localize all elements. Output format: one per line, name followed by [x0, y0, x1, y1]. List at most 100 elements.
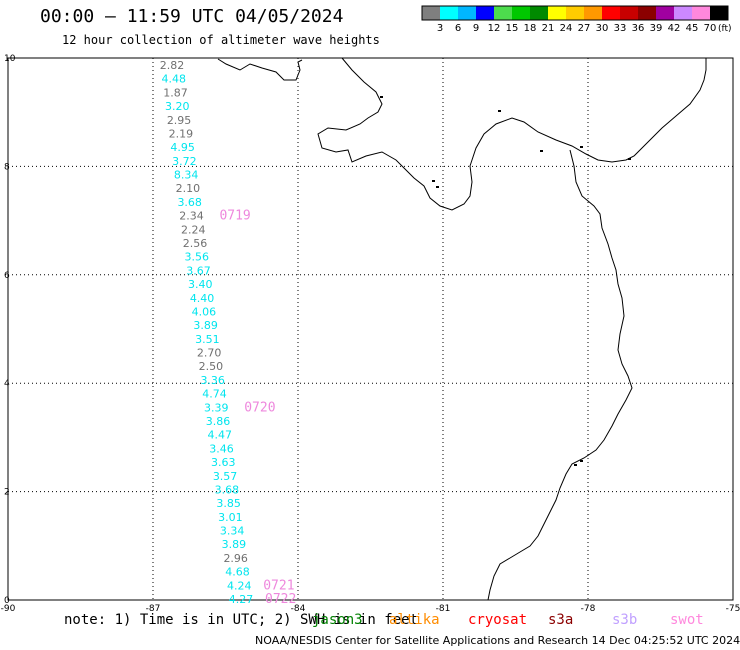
altimeter-map: -90 -87 -84 -81 -78 -75 0 2 4 6 8 10 2.824.481.873.2… — [1, 54, 740, 612]
wave-height-colorbar: 3 6 9 12 15 18 21 24 27 30 33 36 39 42 45 70 (ft) — [421, 5, 732, 34]
colorbar-swatch — [638, 6, 656, 20]
island-speck — [432, 180, 435, 182]
wave-height-label: 3.67 — [186, 264, 211, 277]
time-label: 0721 — [263, 578, 294, 593]
colorbar-swatch — [620, 6, 638, 20]
colorbar-tick-label: 27 — [578, 23, 591, 34]
legend-altika: altika — [389, 612, 440, 628]
longitude-tick-label: -78 — [581, 604, 596, 612]
colorbar-swatch — [656, 6, 674, 20]
wave-height-label: 3.51 — [195, 333, 220, 346]
colorbar-tick-label: 9 — [473, 23, 479, 34]
colorbar-tick-label: 3 — [437, 23, 443, 34]
colorbar-tick-label: 6 — [455, 23, 461, 34]
colorbar-tick-label: 39 — [650, 23, 663, 34]
colorbar-frame — [421, 5, 729, 21]
colorbar-swatch — [530, 6, 548, 20]
island-speck — [574, 464, 577, 466]
wave-height-label: 2.96 — [223, 552, 248, 565]
wave-height-label: 3.63 — [211, 456, 236, 469]
colorbar-swatch — [422, 6, 440, 20]
wave-height-label: 2.24 — [181, 223, 206, 236]
wave-height-label: 3.34 — [220, 525, 245, 538]
island-speck — [436, 186, 439, 188]
colorbar-swatch — [476, 6, 494, 20]
wave-height-label: 2.19 — [169, 127, 194, 140]
footer-note: note: 1) Time is in UTC; 2) SWH is in fe… — [64, 612, 419, 628]
wave-height-label: 3.68 — [215, 483, 240, 496]
wave-height-label: 2.50 — [199, 360, 224, 373]
coastline — [317, 57, 707, 211]
wave-height-label: 2.82 — [160, 59, 185, 72]
longitude-tick-label: -90 — [1, 604, 16, 612]
wave-height-label: 4.06 — [192, 305, 217, 318]
longitude-tick-label: -75 — [726, 604, 740, 612]
credit-line: NOAA/NESDIS Center for Satellite Applica… — [255, 634, 740, 647]
colorbar-swatch — [440, 6, 458, 20]
wave-height-label: 2.56 — [183, 237, 208, 250]
time-label: 0719 — [219, 209, 250, 224]
colorbar-unit: (ft) — [718, 24, 732, 34]
map-subtitle: 12 hour collection of altimeter wave hei… — [62, 33, 380, 47]
colorbar-swatch — [548, 6, 566, 20]
colorbar-swatch — [512, 6, 530, 20]
wave-height-label: 2.95 — [167, 114, 192, 127]
legend-cryosat: cryosat — [468, 612, 528, 628]
legend-s3a: s3a — [548, 612, 574, 628]
wave-height-label: 3.89 — [222, 538, 247, 551]
wave-height-label: 4.68 — [225, 566, 250, 579]
wave-height-label: 4.95 — [170, 141, 195, 154]
wave-height-label: 3.46 — [209, 442, 234, 455]
colorbar-tick-label: 18 — [524, 23, 537, 34]
colorbar-tick-label: 70 — [704, 23, 717, 34]
wave-height-label: 3.40 — [188, 278, 213, 291]
wave-height-label: 3.57 — [213, 470, 238, 483]
colorbar-tick-label: 30 — [596, 23, 609, 34]
wave-height-label: 2.70 — [197, 347, 222, 360]
colorbar-tick-label: 24 — [560, 23, 573, 34]
satellite-legend: jason3 altika cryosat s3a s3b swot — [0, 612, 740, 630]
legend-jason3: jason3 — [312, 612, 363, 628]
island-speck — [498, 110, 501, 112]
wave-height-label: 4.47 — [208, 429, 233, 442]
wave-height-label: 4.27 — [229, 593, 254, 606]
wave-height-label: 3.89 — [193, 319, 218, 332]
latitude-tick-label: 6 — [4, 271, 10, 281]
latitude-tick-label: 8 — [4, 162, 10, 172]
wave-height-label: 3.85 — [216, 497, 241, 510]
wave-height-label: 2.34 — [179, 210, 204, 223]
colorbar-swatch — [674, 6, 692, 20]
colorbar-swatch — [494, 6, 512, 20]
colorbar-swatch — [584, 6, 602, 20]
legend-swot: swot — [670, 612, 704, 628]
latitude-tick-label: 0 — [4, 596, 10, 606]
wave-height-label: 3.86 — [206, 415, 231, 428]
island-speck — [580, 460, 583, 462]
wave-height-label: 3.36 — [200, 374, 225, 387]
wave-height-label: 3.68 — [177, 196, 202, 209]
coastline — [487, 149, 633, 601]
longitude-tick-label: -87 — [146, 604, 161, 612]
wave-height-label: 8.34 — [174, 169, 199, 182]
time-label: 0720 — [244, 400, 275, 415]
wave-height-label: 2.10 — [176, 182, 201, 195]
colorbar-tick-label: 15 — [506, 23, 519, 34]
colorbar-swatch — [566, 6, 584, 20]
wave-height-label: 3.39 — [204, 401, 229, 414]
wave-height-label: 4.74 — [202, 388, 227, 401]
wave-height-label: 3.20 — [165, 100, 190, 113]
wave-height-label: 4.48 — [162, 73, 187, 86]
wave-height-label: 3.01 — [218, 511, 243, 524]
colorbar-tick-label: 12 — [488, 23, 501, 34]
island-speck — [628, 158, 631, 160]
wave-height-label: 1.87 — [163, 86, 188, 99]
wave-height-label: 4.24 — [227, 579, 252, 592]
time-label: 0722 — [265, 592, 296, 607]
longitude-tick-label: -84 — [291, 604, 306, 612]
wave-height-label: 4.40 — [190, 292, 215, 305]
island-speck — [380, 96, 383, 98]
wave-height-label: 3.72 — [172, 155, 197, 168]
colorbar-swatch — [692, 6, 710, 20]
colorbar-swatch — [710, 6, 728, 20]
map-frame — [7, 57, 734, 601]
